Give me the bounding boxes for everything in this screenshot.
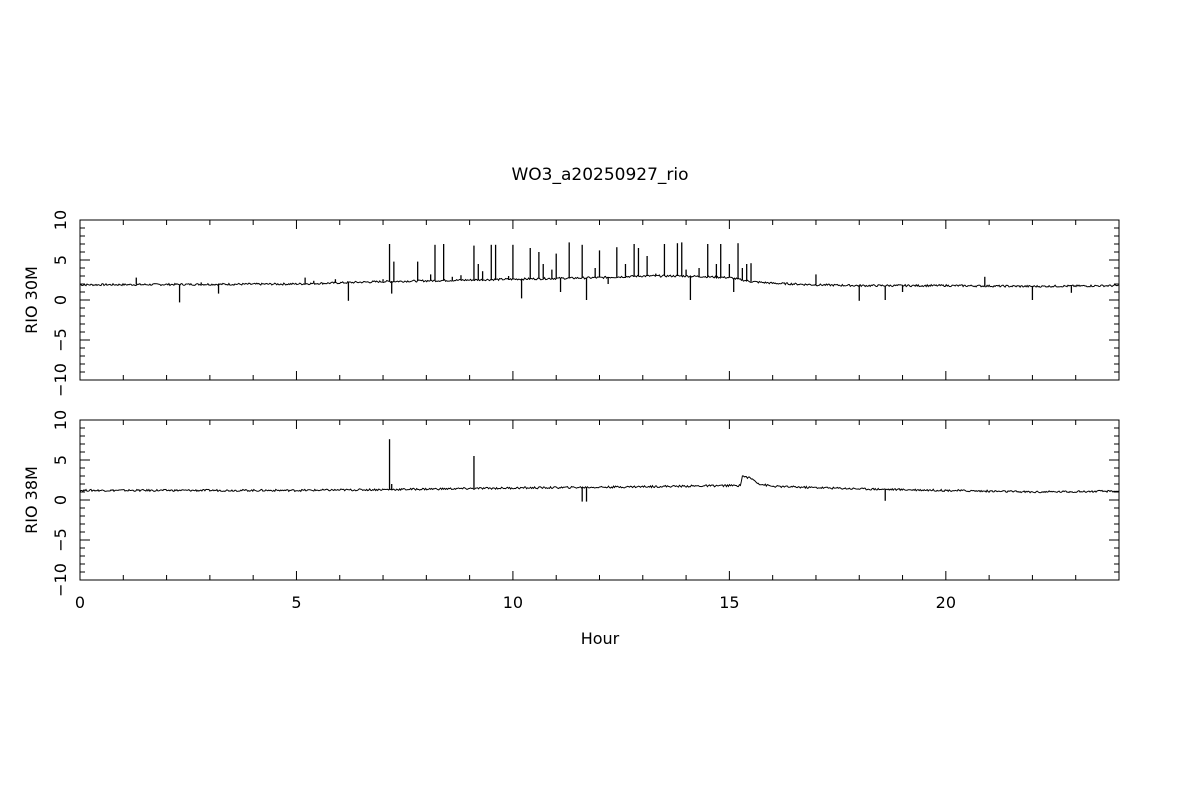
chart-title: WO3_a20250927_rio	[511, 165, 688, 185]
x-tick-label: 15	[719, 593, 739, 612]
y-tick-label: −5	[51, 328, 70, 352]
y-tick-label: 0	[51, 495, 70, 505]
x-tick-label: 20	[936, 593, 956, 612]
x-tick-label: 10	[503, 593, 523, 612]
y-tick-label: 5	[51, 255, 70, 265]
x-axis-label: Hour	[581, 629, 620, 648]
y-tick-label: −10	[51, 363, 70, 397]
panel-frame	[79, 419, 1120, 581]
y-tick-label: 0	[51, 295, 70, 305]
series-line	[79, 475, 1120, 494]
y-axis-label: RIO 38M	[22, 466, 41, 534]
y-tick-label: 5	[51, 455, 70, 465]
y-axis-label: RIO 30M	[22, 266, 41, 334]
y-tick-label: −5	[51, 528, 70, 552]
y-tick-label: −10	[51, 563, 70, 597]
y-tick-label: 10	[51, 410, 70, 430]
y-tick-label: 10	[51, 210, 70, 230]
x-tick-label: 5	[291, 593, 301, 612]
panel-frame	[79, 219, 1120, 381]
x-tick-label: 0	[75, 593, 85, 612]
